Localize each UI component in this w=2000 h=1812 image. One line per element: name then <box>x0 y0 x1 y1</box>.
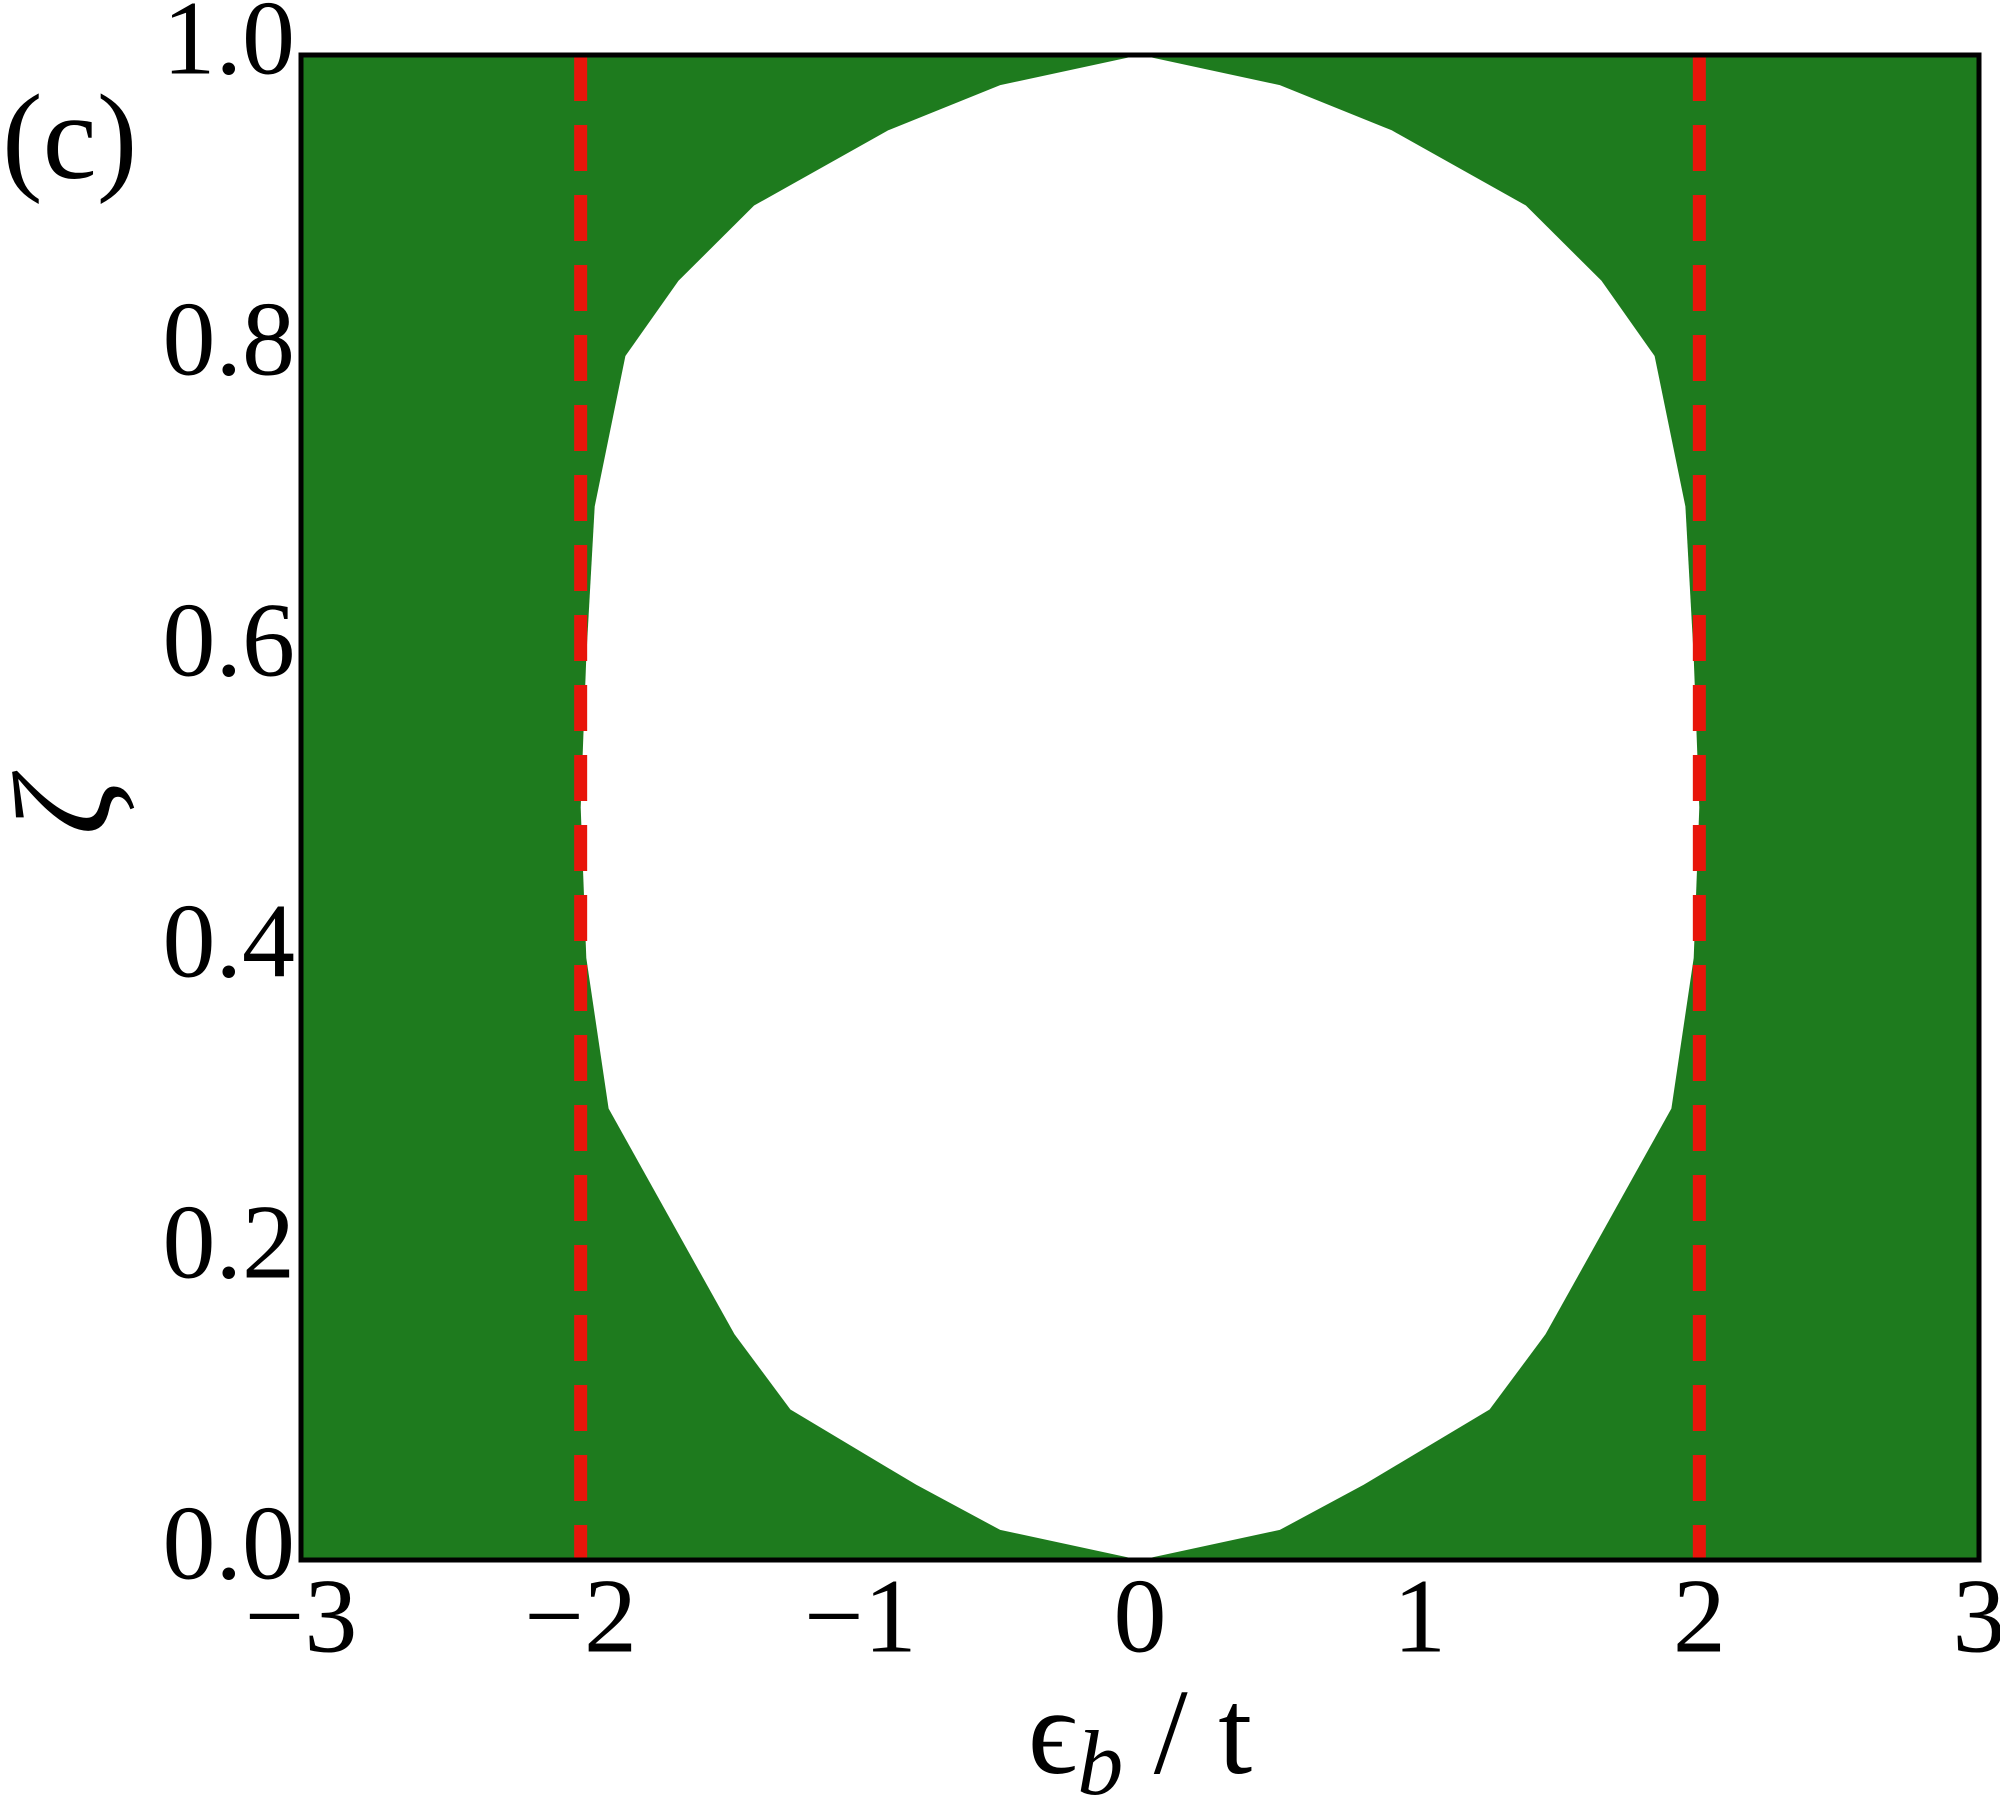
y-tick-label: 0.0 <box>163 1484 296 1601</box>
x-tick-label: 2 <box>1673 1557 1726 1674</box>
y-tick-label: 0.2 <box>163 1183 296 1300</box>
x-axis-label: ϵb / t <box>1028 1665 1252 1812</box>
x-tick-label: 0 <box>1114 1557 1167 1674</box>
y-axis-label: ζ <box>0 770 141 835</box>
gap-region <box>580 55 1700 1560</box>
y-tick-label: 0.6 <box>163 581 296 698</box>
x-tick-label: −2 <box>524 1557 637 1674</box>
x-label-suffix: / t <box>1123 1665 1252 1800</box>
x-label-symbol: ϵ <box>1028 1665 1077 1800</box>
y-tick-label: 0.4 <box>163 882 296 999</box>
x-tick-label: 3 <box>1953 1557 2000 1674</box>
y-tick-label: 0.8 <box>163 280 296 397</box>
x-tick-label: −1 <box>804 1557 917 1674</box>
x-tick-label: −3 <box>245 1557 358 1674</box>
x-tick-label: 1 <box>1393 1557 1446 1674</box>
panel-label: (c) <box>2 70 137 205</box>
y-tick-label: 1.0 <box>163 0 296 96</box>
x-label-subscript: b <box>1077 1712 1123 1812</box>
plot-frame <box>298 52 1982 1563</box>
